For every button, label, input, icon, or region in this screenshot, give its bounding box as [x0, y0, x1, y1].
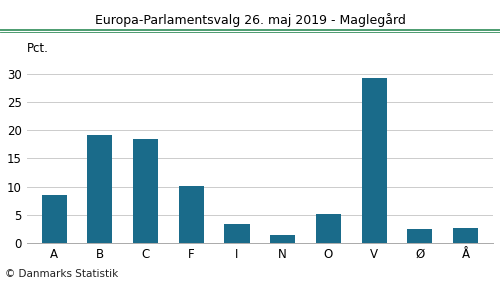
- Bar: [178, 186, 204, 243]
- Bar: [42, 195, 66, 243]
- Bar: [453, 228, 478, 243]
- Bar: [316, 214, 341, 243]
- Bar: [362, 78, 386, 243]
- Text: Pct.: Pct.: [26, 42, 48, 55]
- Text: Europa-Parlamentsvalg 26. maj 2019 - Maglegård: Europa-Parlamentsvalg 26. maj 2019 - Mag…: [94, 13, 406, 27]
- Bar: [133, 139, 158, 243]
- Bar: [88, 135, 112, 243]
- Text: © Danmarks Statistik: © Danmarks Statistik: [5, 269, 118, 279]
- Bar: [270, 235, 295, 243]
- Bar: [408, 229, 432, 243]
- Bar: [224, 224, 250, 243]
